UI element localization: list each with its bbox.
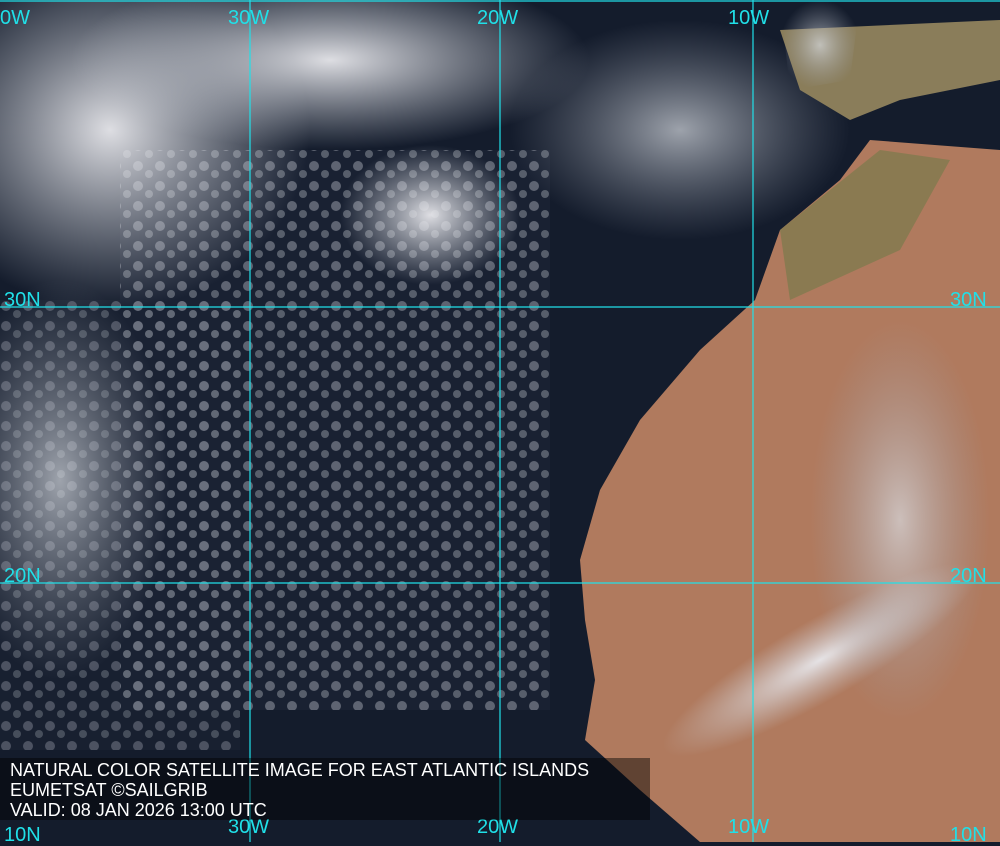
- lat-label-left: 10N: [4, 824, 41, 846]
- lon-label-bottom: 20W: [477, 816, 519, 838]
- lon-label-bottom: 30W: [228, 816, 270, 838]
- lat-label-left: 20N: [4, 565, 41, 587]
- lon-label-top: 30W: [228, 7, 270, 29]
- lat-label-right: 30N: [950, 289, 987, 311]
- lat-label-right: 10N: [950, 824, 987, 846]
- lon-label-top: 20W: [477, 7, 519, 29]
- caption-box: NATURAL COLOR SATELLITE IMAGE FOR EAST A…: [0, 758, 650, 820]
- africa-land: [580, 0, 1000, 842]
- lat-label-left: 30N: [4, 289, 41, 311]
- image-credit: EUMETSAT ©SAILGRIB: [10, 780, 208, 800]
- lon-label-top: 10W: [728, 7, 770, 29]
- cloud-field: [0, 0, 850, 750]
- image-title: NATURAL COLOR SATELLITE IMAGE FOR EAST A…: [10, 760, 590, 780]
- lat-label-right: 20N: [950, 565, 987, 587]
- lon-label-top: 0W: [0, 7, 30, 29]
- lon-label-bottom: 10W: [728, 816, 770, 838]
- valid-time: VALID: 08 JAN 2026 13:00 UTC: [10, 800, 267, 820]
